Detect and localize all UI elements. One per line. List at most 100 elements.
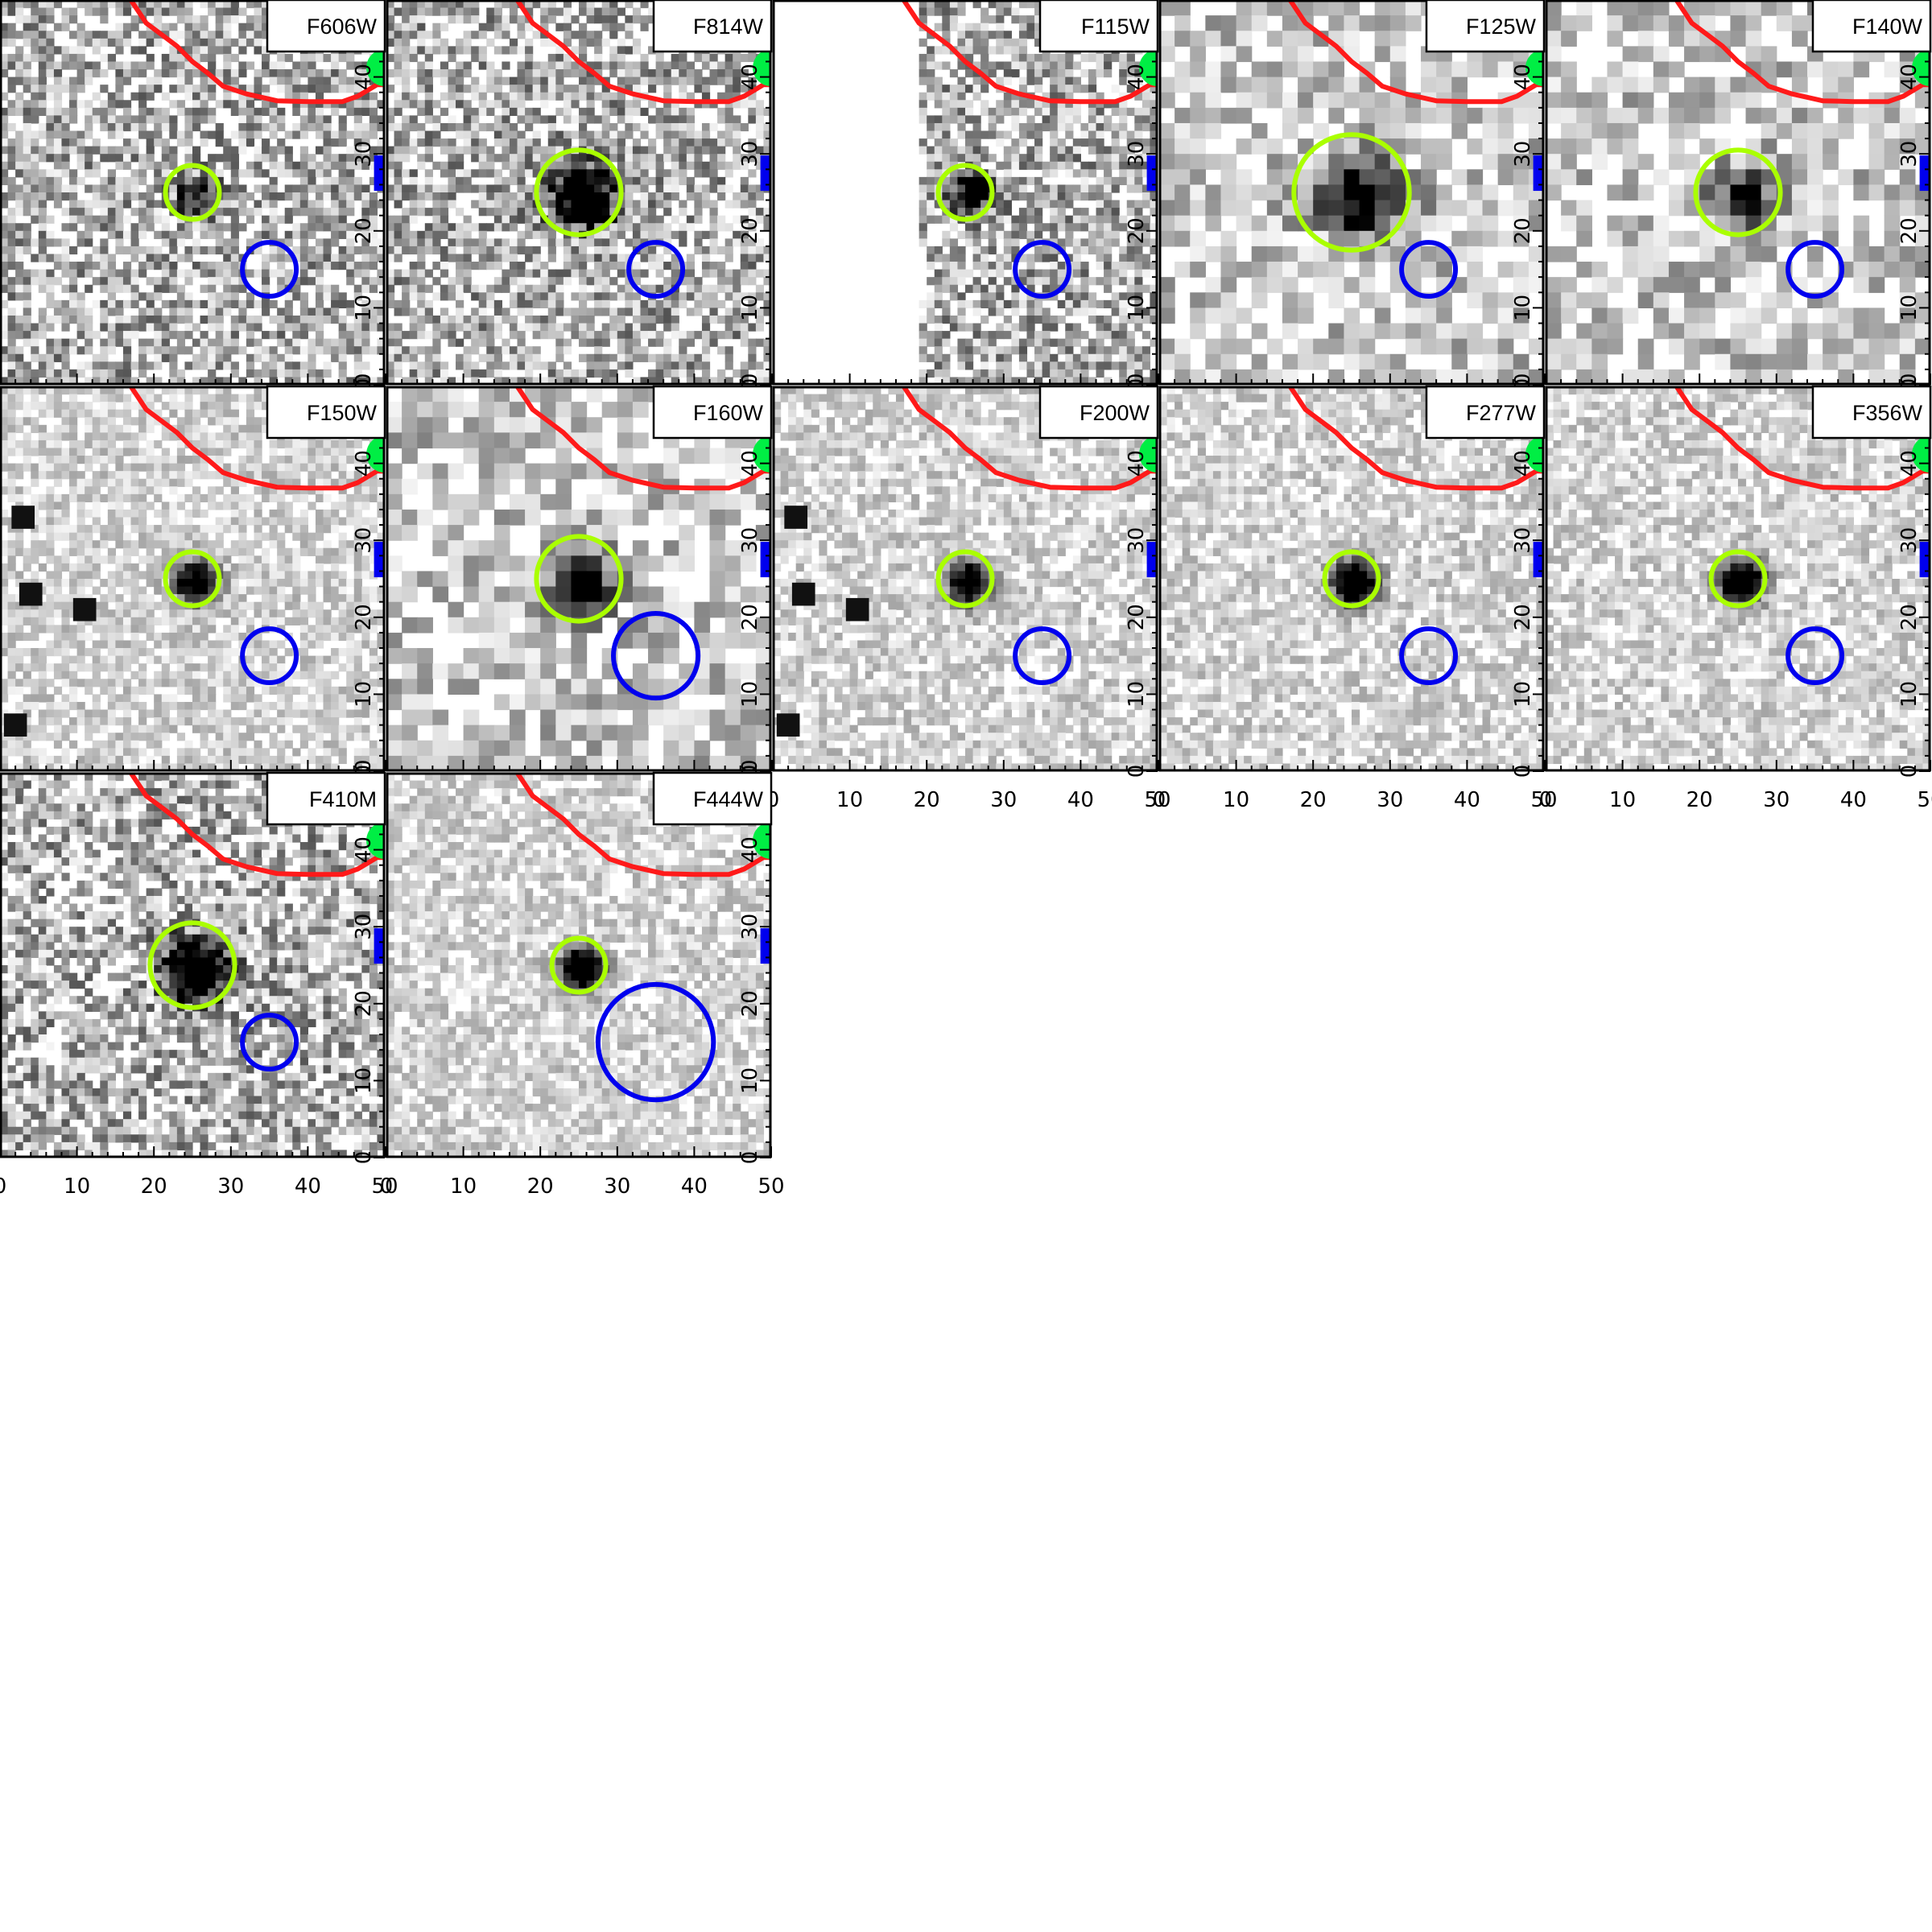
cutout-image [1546, 386, 1930, 771]
cutout-image [0, 773, 385, 1158]
y-tick-label: 0 [1511, 765, 1535, 778]
y-tick-label: 40 [352, 64, 376, 90]
panel-f115w: 01020304050F115W [772, 0, 1159, 391]
y-tick-label: 30 [1125, 141, 1149, 167]
mask-region-outline [515, 773, 771, 877]
y-tick-label: 0 [1897, 765, 1922, 778]
cutout-image [386, 386, 771, 771]
y-tick-label: 10 [1511, 295, 1535, 321]
x-tick-label: 20 [527, 1174, 554, 1199]
y-tick-label: 30 [1511, 527, 1535, 554]
x-tick-label: 40 [1840, 788, 1867, 812]
y-tick-label: 20 [738, 604, 762, 630]
y-tick-label: 20 [1125, 217, 1149, 244]
source-aperture [549, 935, 609, 995]
filter-label: F160W [652, 385, 773, 440]
panel-frame [0, 772, 386, 1158]
source-aperture [1708, 549, 1768, 609]
x-tick-label: 0 [380, 1174, 394, 1199]
mask-region-outline [515, 386, 771, 491]
filter-label: F150W [266, 385, 386, 440]
y-tick-label: 20 [1511, 604, 1535, 630]
source-aperture [1693, 147, 1783, 237]
y-tick-label: 20 [738, 217, 762, 244]
x-tick-label: 30 [990, 788, 1017, 812]
edge-neighbor [374, 542, 385, 578]
x-tick-label: 40 [1454, 788, 1480, 812]
x-tick-label: 10 [836, 788, 863, 812]
x-tick-label: 40 [681, 1174, 708, 1199]
neighbor-aperture [1013, 240, 1072, 299]
source-aperture [147, 920, 237, 1010]
source-aperture [935, 549, 995, 609]
y-tick-label: 40 [1897, 64, 1922, 90]
x-tick-label: 50 [1144, 788, 1170, 812]
y-tick-label: 30 [1897, 141, 1922, 167]
y-tick-label: 30 [352, 527, 376, 554]
y-tick-label: 30 [1897, 527, 1922, 554]
y-tick-label: 40 [738, 64, 762, 90]
neighbor-aperture [1785, 240, 1845, 299]
edge-neighbor [374, 155, 385, 192]
cutout-image [773, 0, 1158, 385]
x-tick-label: 20 [1300, 788, 1327, 812]
x-tick-label: 30 [1377, 788, 1403, 812]
panel-f125w: 01020304050F125W [1158, 0, 1546, 391]
x-tick-label: 10 [1609, 788, 1636, 812]
panel-f606w: 01020304050F606W [0, 0, 386, 391]
cutout-image [386, 773, 771, 1158]
edge-neighbor [374, 928, 385, 964]
neighbor-aperture [626, 240, 686, 299]
mask-region-outline [515, 0, 771, 105]
y-tick-label: 10 [1125, 295, 1149, 321]
source-aperture [1291, 132, 1412, 253]
svg-text:F814W: F814W [693, 14, 764, 39]
mask-region-outline [1288, 386, 1544, 491]
x-tick-label: 20 [1686, 788, 1713, 812]
y-tick-label: 40 [738, 836, 762, 863]
filter-label: F200W [1038, 385, 1159, 440]
edge-neighbor [1146, 155, 1158, 192]
mask-region-outline [1288, 0, 1544, 105]
edge-neighbor [1919, 542, 1930, 578]
neighbor-aperture [595, 981, 716, 1103]
y-tick-label: 0 [1125, 765, 1149, 778]
y-tick-label: 20 [352, 604, 376, 630]
y-tick-label: 10 [1897, 681, 1922, 708]
panel-f160w: 01020304050F160W [386, 373, 773, 778]
mask-region-outline [902, 0, 1158, 105]
panel-frame [1545, 0, 1931, 386]
y-tick-label: 30 [352, 141, 376, 167]
y-tick-label: 0 [352, 1151, 376, 1165]
panel-f200w: 01020304050F200W01020304050 [766, 373, 1171, 812]
y-tick-label: 30 [738, 914, 762, 940]
edge-neighbor [1146, 542, 1158, 578]
panel-f277w: 01020304050F277W01020304050 [1153, 373, 1558, 812]
y-tick-label: 0 [738, 1151, 762, 1165]
source-aperture [534, 147, 624, 237]
panel-frame [1158, 386, 1545, 772]
filter-label: F444W [652, 771, 773, 826]
y-tick-label: 20 [352, 217, 376, 244]
x-tick-label: 40 [1067, 788, 1094, 812]
x-tick-label: 0 [0, 1174, 6, 1199]
x-tick-label: 10 [64, 1174, 90, 1199]
edge-neighbor [760, 542, 771, 578]
y-tick-label: 40 [1511, 64, 1535, 90]
x-tick-label: 50 [1917, 788, 1932, 812]
panel-frame [0, 0, 386, 386]
neighbor-aperture [611, 611, 701, 701]
x-tick-label: 50 [1530, 788, 1557, 812]
neighbor-aperture [240, 1013, 299, 1072]
source-aperture [163, 163, 222, 222]
y-tick-label: 10 [352, 295, 376, 321]
panel-f150w: 01020304050F150W [0, 373, 386, 778]
x-tick-label: 50 [758, 1174, 784, 1199]
y-tick-label: 10 [738, 1067, 762, 1094]
y-tick-label: 40 [1897, 450, 1922, 477]
neighbor-aperture [240, 626, 299, 686]
cutout-image [1546, 0, 1930, 385]
svg-text:F606W: F606W [307, 14, 378, 39]
panel-frame [1158, 0, 1545, 386]
y-tick-label: 40 [352, 836, 376, 863]
